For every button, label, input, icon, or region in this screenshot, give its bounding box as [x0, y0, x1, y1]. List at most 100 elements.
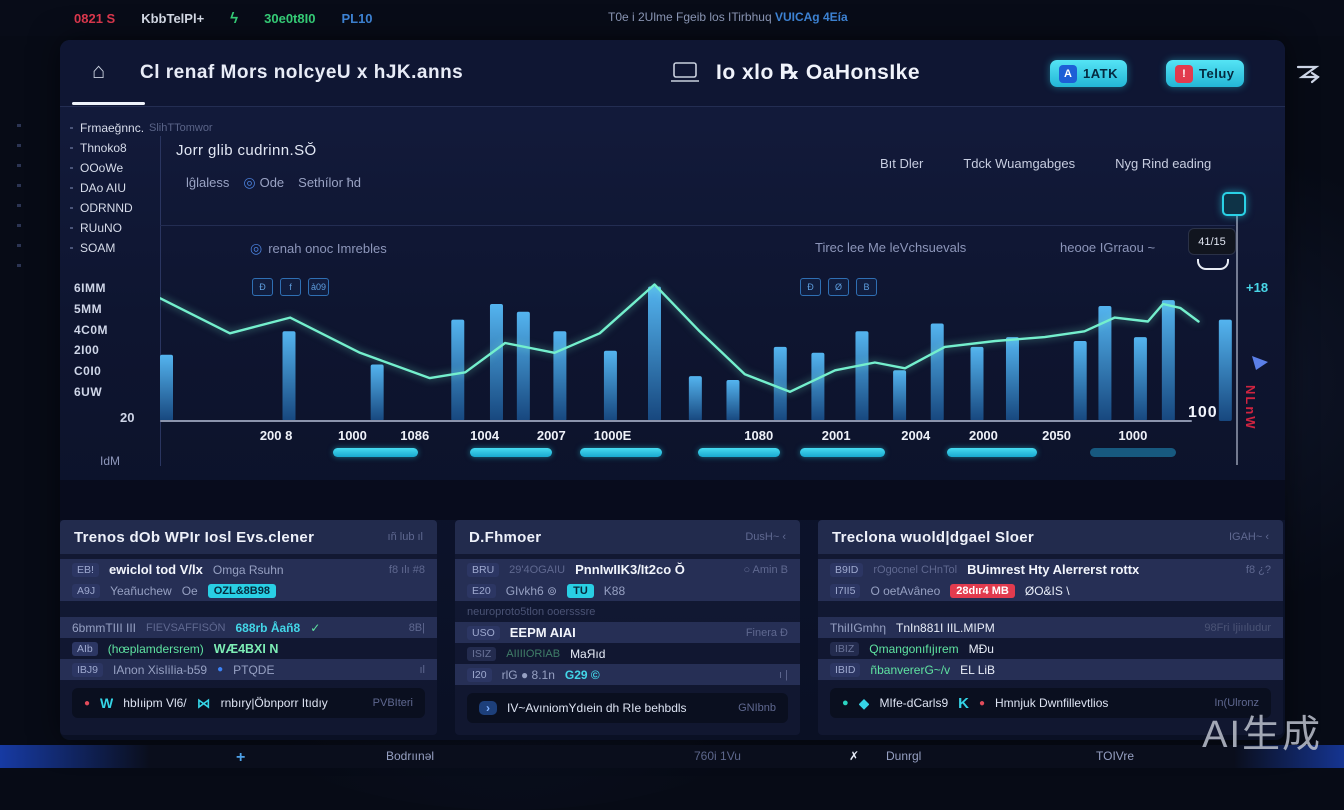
table-cell: USO — [467, 625, 500, 640]
sidebar-item-1[interactable]: Thnoko8 — [70, 138, 165, 158]
chart-tool-toggle[interactable] — [1222, 192, 1246, 216]
panel-rows: BRU 29'4OGAIU PnnIwIIK3/It2co Ŏ ○ Amin B E20… — [455, 554, 800, 685]
filter-tab[interactable]: Bıt Dler — [880, 156, 924, 171]
table-cell: G29 © — [564, 667, 600, 682]
table-row[interactable]: A9J Yeañuchew Oe OZL&8B98 — [60, 580, 437, 601]
teluy-button[interactable]: ! Teluy — [1166, 60, 1244, 87]
chart-bar[interactable] — [726, 380, 740, 421]
table-row[interactable]: BRU 29'4OGAIU PnnIwIIK3/It2co Ŏ ○ Amin B — [455, 559, 800, 580]
chart-bar[interactable] — [648, 286, 661, 421]
chart-legend-mid[interactable]: Tirec lee Me leVchsuevals — [815, 240, 966, 255]
chart-bar[interactable] — [893, 370, 907, 421]
table-row[interactable]: I20 rlG ● 8.1n G29 © ı | — [455, 664, 800, 685]
table-row[interactable]: AIb (hœplamdersrem) WÆ4BXI N — [60, 638, 437, 659]
panel-header-actions[interactable]: IGAH~ ‹ — [1228, 531, 1269, 543]
filter-chip[interactable]: ◎ Ode — [243, 174, 284, 191]
sidebar-item-4[interactable]: ODRNND — [70, 198, 165, 218]
chart-bar[interactable] — [489, 304, 503, 421]
chart-bar[interactable] — [282, 331, 296, 421]
filter-tab[interactable]: Tdck Wuamgabges — [963, 156, 1076, 171]
table-row[interactable]: ISIZ AIIIIORIAB MaЯıd — [455, 643, 800, 664]
table-row[interactable]: B9ID rOgocnel CHnTol BUimrest Hty Alerrers… — [818, 559, 1283, 580]
x-axis-pill[interactable] — [697, 448, 781, 457]
x-axis-pill[interactable] — [333, 448, 418, 457]
panel-legend-item: ● — [84, 697, 91, 709]
zoom-plus-badge[interactable]: +18 — [1246, 280, 1269, 295]
attack-button[interactable]: A 1ATK — [1050, 60, 1127, 87]
panel-title: Trenos dOb WPIr Iosl Evs.clener — [74, 528, 315, 546]
chart-bar[interactable] — [553, 331, 567, 421]
table-cell: ıl — [419, 663, 426, 676]
panel-1: D.Fhmoer DusH~ ‹ BRU 29'4OGAIU PnnIwIIK3/It2… — [455, 520, 800, 735]
chart-bar[interactable] — [1161, 300, 1175, 421]
panel-legend-item: ⋈ — [196, 694, 211, 711]
chart-tool-icon[interactable]: B — [856, 278, 877, 296]
table-cell: IBID — [830, 662, 861, 677]
chart-bar[interactable] — [811, 352, 825, 421]
chart-bar[interactable] — [451, 319, 465, 421]
chart-bar[interactable] — [773, 346, 787, 421]
table-row[interactable]: EB! ewiclol tod V/lx Omga Rsuhn f8 ılı #8 — [60, 559, 437, 580]
table-cell: IBJ9 — [72, 662, 104, 677]
table-row[interactable]: IBJ9 IAnon XisIiIia-b59 ● PTQDE ıl — [60, 659, 437, 680]
x-axis-label: 200 8 — [259, 428, 293, 443]
sidebar-item-2[interactable]: OOoWe — [70, 158, 165, 178]
chart-tool-icon[interactable]: ả09 — [308, 278, 330, 296]
table-row[interactable]: E20 GIvkh6 ⊚ TU K88 — [455, 580, 800, 601]
sidebar-item-5[interactable]: RUuNO — [70, 218, 165, 238]
chart-bar[interactable] — [1218, 319, 1232, 421]
x-axis-pill[interactable] — [1089, 448, 1176, 457]
sidebar-item-3[interactable]: DAo AIU — [70, 178, 165, 198]
x-axis-pill[interactable] — [799, 448, 885, 457]
chart-tool-icon[interactable]: Đ — [252, 278, 273, 296]
sidebar-item-6[interactable]: SOAM — [70, 238, 165, 258]
sidebar-item-label: RUuNO — [80, 221, 123, 235]
chart-bar[interactable] — [516, 311, 530, 421]
filter-chip[interactable]: lĝlaless — [186, 175, 229, 190]
table-row[interactable]: IBIZ Qmangonıfıjırem MÐu — [818, 638, 1283, 659]
panel-header-actions[interactable]: DusH~ ‹ — [745, 531, 786, 543]
chart-tool-icon[interactable]: Đ — [800, 278, 821, 296]
chart-bar[interactable] — [370, 364, 384, 421]
chart-bar[interactable] — [930, 323, 944, 422]
x-axis-pill[interactable] — [946, 448, 1038, 457]
x-axis-pill[interactable] — [580, 448, 662, 457]
chart-bar[interactable] — [1133, 337, 1147, 421]
table-row[interactable]: neuroproto5tlon ooersssre — [455, 601, 800, 622]
table-cell: O oetAvâneo — [870, 583, 941, 598]
filter-tab[interactable]: Nyg Rind eading — [1115, 156, 1212, 171]
chart-bar[interactable] — [603, 350, 617, 421]
chart-bar[interactable] — [160, 354, 173, 421]
panel-header-actions[interactable]: ıñ lub ıl — [387, 531, 423, 543]
chart-bar[interactable] — [1073, 341, 1087, 421]
chart-tool-icon[interactable]: f — [280, 278, 301, 296]
table-row[interactable]: I7II5 O oetAvâneo 28dır4 MB ØO&IS \ — [818, 580, 1283, 601]
panel-legend-item: In(Ulronz — [1214, 697, 1259, 709]
sidebar-item-label: DAo AIU — [80, 181, 127, 195]
chart-bar[interactable] — [855, 331, 869, 421]
chart-bar[interactable] — [970, 346, 984, 421]
statusbar-item[interactable]: ✗ — [849, 749, 860, 763]
home-icon[interactable]: ⌂ — [92, 58, 106, 83]
zigzag-arrow-icon[interactable] — [1295, 62, 1321, 88]
filter-chip[interactable]: Sethílor ħd — [298, 175, 361, 190]
panel-legend-item: GNIbnb — [738, 702, 776, 714]
chart-legend-right[interactable]: heooe IGrraou ~ — [1060, 240, 1155, 255]
x-axis-label: 2000 — [968, 428, 998, 443]
table-row[interactable]: 6bmmTIII III FIEVSAFFISŎN 688rb Åañ8 ✓ 8B| — [60, 617, 437, 638]
table-cell: ı | — [779, 668, 788, 681]
chart-bar[interactable] — [1005, 337, 1019, 421]
table-row[interactable]: IBID ñbanvererG~/v EL LiB — [818, 659, 1283, 680]
topbar-item: 30e0t8I0 — [264, 10, 316, 26]
x-axis-pill[interactable] — [469, 448, 553, 457]
table-row[interactable]: ThiIIGmhη TnIn881I IIL.MIPM 98Fri Ijiıılud… — [818, 617, 1283, 638]
statusbar-item[interactable]: + — [236, 749, 246, 766]
sidebar-item-0[interactable]: Frmaeğnnc. SlihTTomwor — [70, 118, 213, 138]
pointer-arrow-icon[interactable] — [1250, 354, 1270, 372]
chart-legend-left[interactable]: ◎ renah onoc Imrebles — [250, 240, 387, 257]
chart-tool-icon[interactable]: Ø — [828, 278, 849, 296]
table-row[interactable]: USO EEPM AIAI Finera Đ — [455, 622, 800, 643]
chart-bar[interactable] — [688, 376, 702, 421]
chart-bar[interactable] — [1098, 305, 1112, 421]
